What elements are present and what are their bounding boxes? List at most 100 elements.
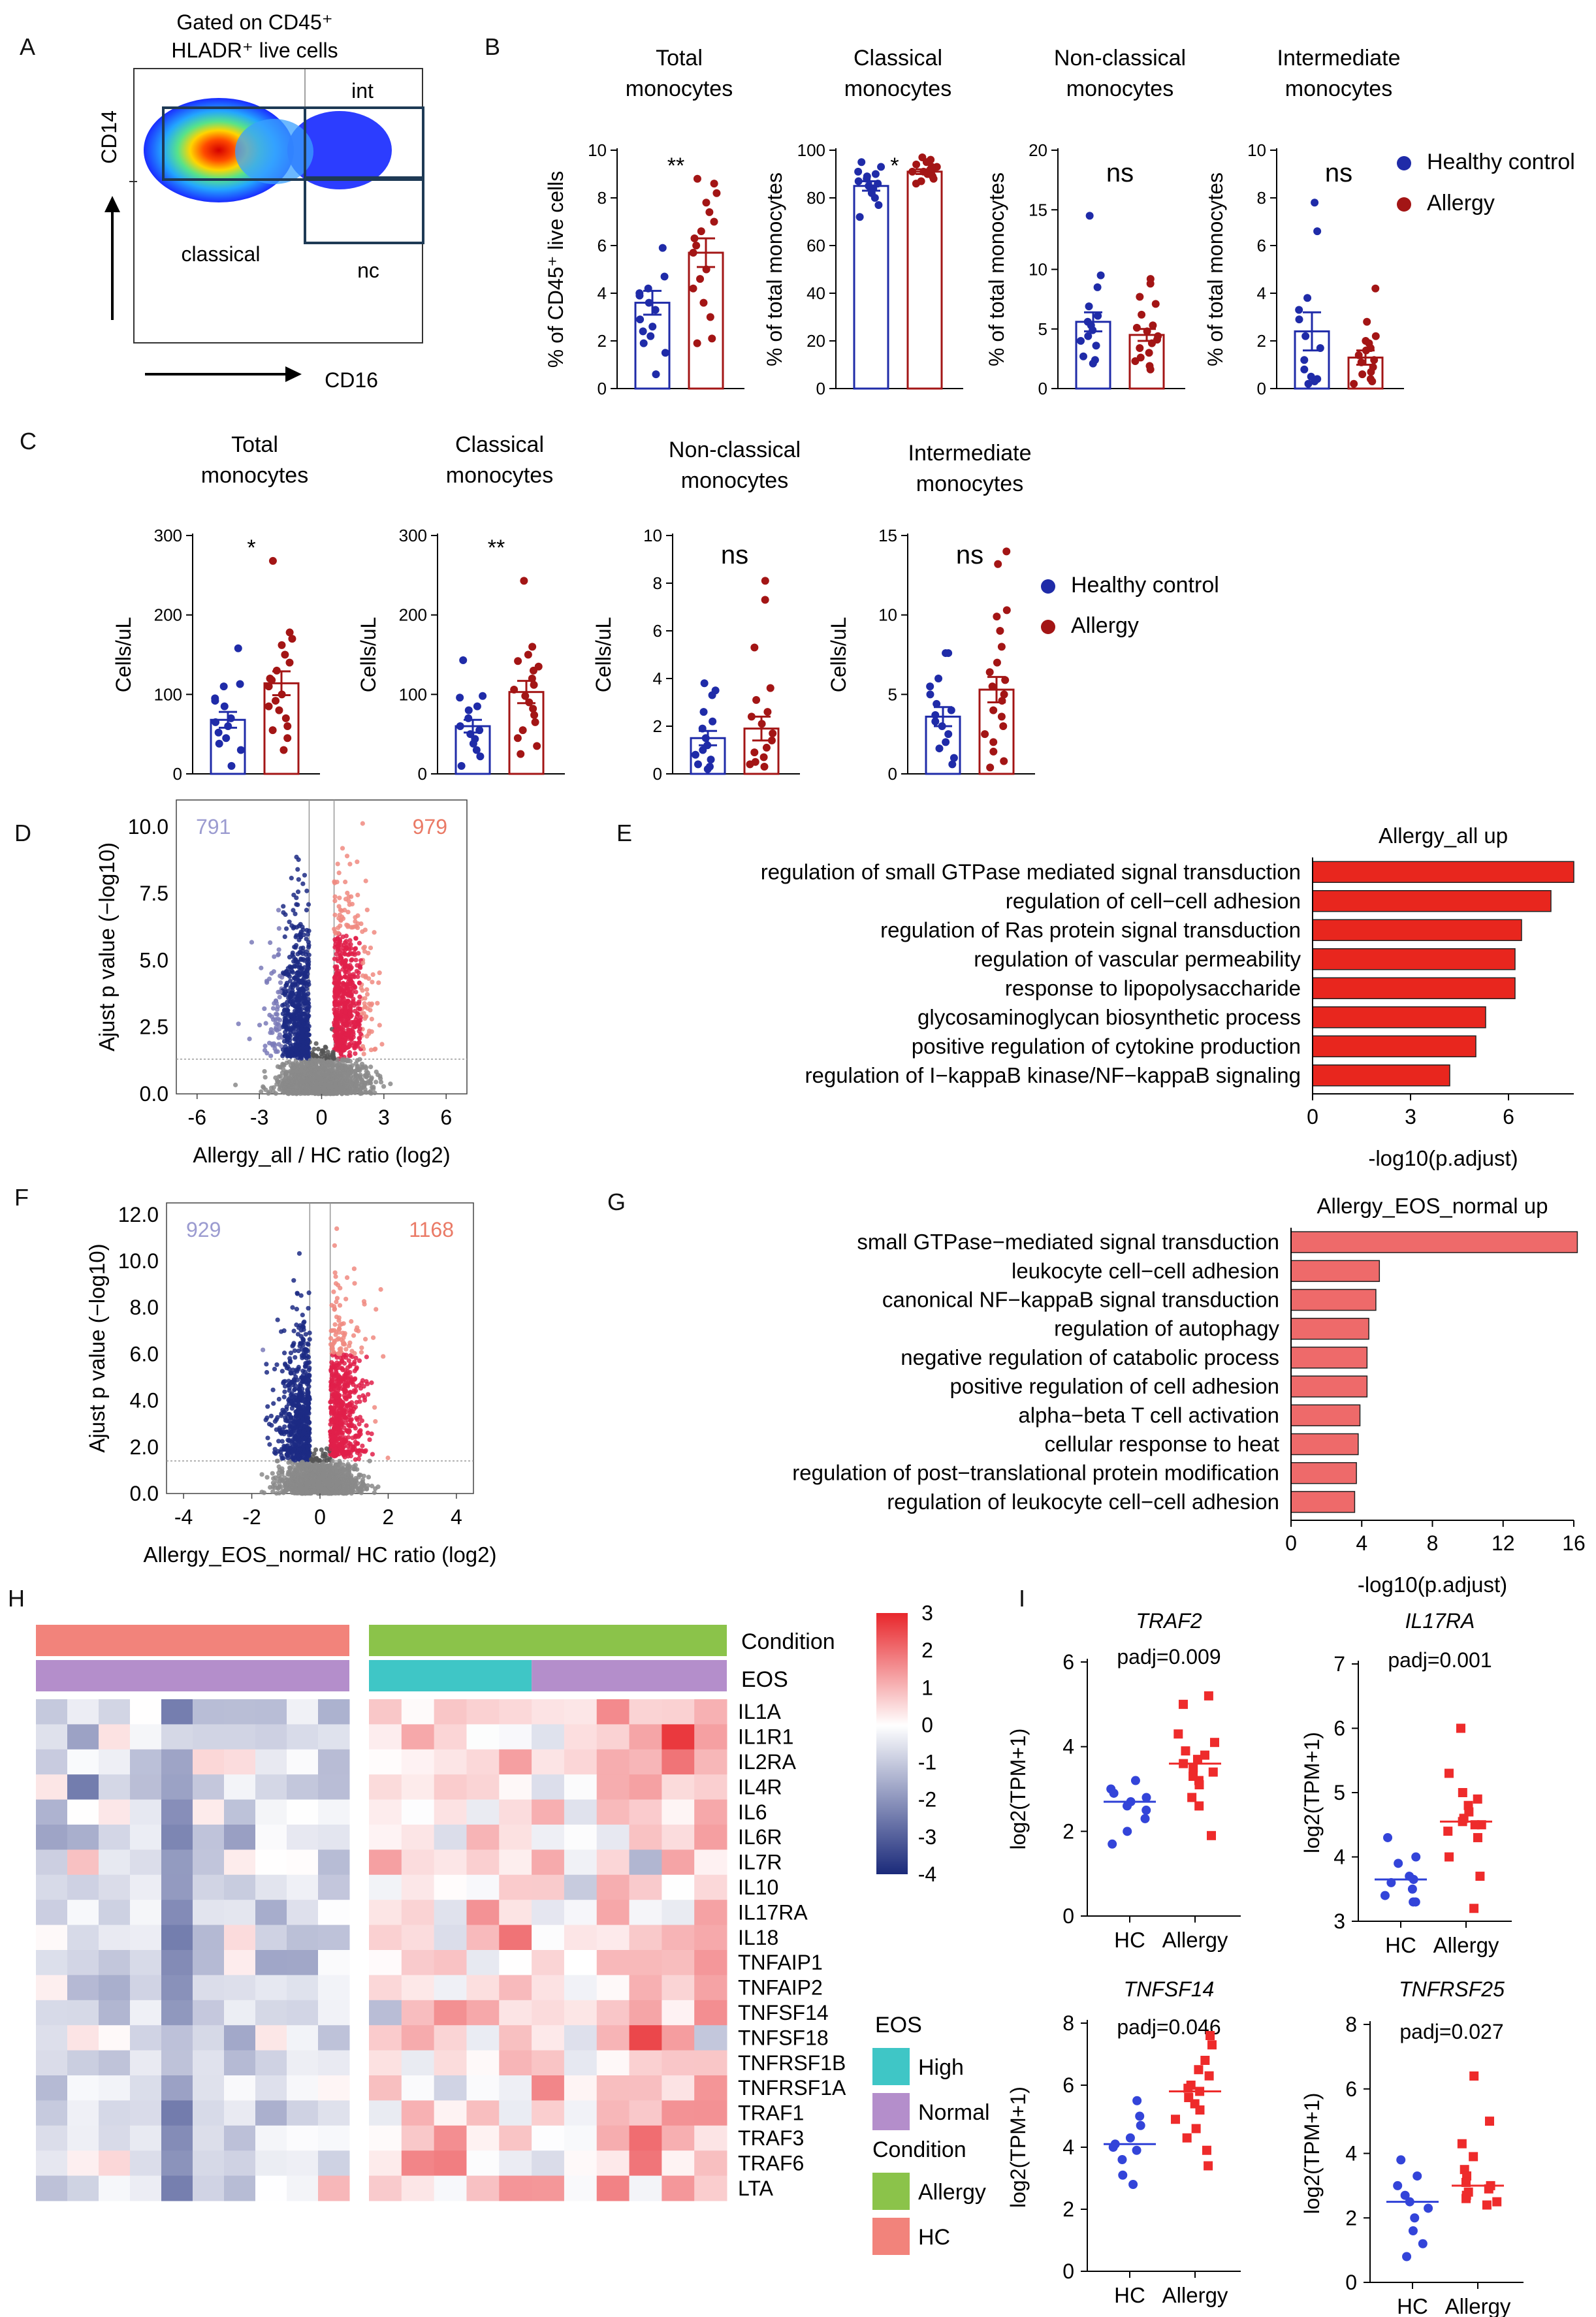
chart-title-line1: Total (656, 46, 703, 71)
legend-healthy-label: Healthy control (1427, 150, 1575, 174)
data-point (660, 272, 669, 281)
data-point (706, 313, 714, 321)
legend-healthy-dot (1041, 579, 1055, 594)
volcano-point (336, 971, 342, 976)
volcano-point (372, 1047, 377, 1052)
volcano-point (302, 1059, 308, 1064)
y-axis-label: Cells/uL (112, 617, 135, 693)
y-tick-label: 5 (1038, 319, 1047, 339)
up-regulated-count: 979 (413, 815, 447, 839)
data-point (710, 180, 718, 188)
volcano-point (347, 1390, 353, 1395)
data-point (285, 658, 294, 667)
volcano-point (364, 1014, 369, 1019)
volcano-point (367, 1437, 372, 1443)
data-point (747, 712, 756, 721)
data-point (1096, 271, 1105, 280)
volcano-point (283, 1017, 289, 1023)
volcano-point (293, 1026, 298, 1032)
y-tick-label: 8 (598, 188, 607, 208)
volcano-point (289, 1086, 294, 1091)
chart-title-line2: monocytes (1285, 76, 1392, 101)
data-point (528, 675, 536, 682)
data-point (854, 167, 863, 176)
volcano-point (355, 974, 360, 980)
volcano-point (266, 1091, 271, 1096)
data-point (912, 180, 920, 188)
data-point (1002, 547, 1011, 556)
data-point (692, 242, 701, 249)
volcano-point (333, 1011, 338, 1016)
volcano-point (304, 907, 310, 913)
gate-int-box (304, 106, 424, 181)
volcano-point (264, 980, 270, 985)
data-point (703, 765, 712, 773)
volcano-point (342, 1039, 347, 1044)
volcano-point (360, 929, 365, 935)
volcano-point (304, 949, 310, 954)
data-point (692, 750, 700, 759)
volcano-point (379, 1042, 385, 1047)
gate-nc-label: nc (357, 259, 379, 282)
data-point (935, 744, 944, 753)
volcano-point (278, 980, 283, 985)
volcano-point (331, 1289, 336, 1294)
data-point (1145, 349, 1153, 357)
legend-allergy-dot (1397, 197, 1411, 212)
chart-title-line1: Classical (455, 432, 544, 457)
data-point (689, 248, 697, 257)
y-tick-label: 8 (653, 573, 662, 593)
data-point (761, 596, 769, 604)
volcano-point (283, 1029, 288, 1035)
volcano-point (295, 867, 300, 872)
data-point (1311, 377, 1319, 386)
volcano-point (275, 1016, 281, 1021)
volcano-point (360, 1079, 365, 1084)
volcano-point (302, 1011, 307, 1016)
y-tick-label: 15 (878, 526, 897, 545)
volcano-point (321, 1050, 326, 1055)
data-point (871, 170, 880, 178)
volcano-point (317, 1081, 323, 1086)
volcano-point (297, 1008, 303, 1014)
data-point (944, 649, 953, 658)
volcano-point (345, 952, 351, 957)
volcano-point (286, 995, 291, 1000)
y-tick-label: 6 (653, 621, 662, 641)
volcano-point (361, 1473, 366, 1478)
volcano-point (327, 1068, 332, 1073)
y-tick-label: 4 (1257, 283, 1266, 303)
volcano-point (271, 1401, 276, 1406)
y-tick-label: 2 (598, 331, 607, 351)
volcano-point (306, 1050, 311, 1055)
y-axis-label: Ajust p value (−log10) (95, 842, 119, 1051)
significance-label: ** (667, 153, 684, 178)
volcano-point (268, 1027, 274, 1032)
data-point (1138, 310, 1146, 319)
legend-c: Healthy control Allergy (1041, 573, 1219, 638)
data-point (459, 656, 468, 665)
y-tick-label: 40 (806, 283, 825, 303)
volcano-point (334, 989, 339, 994)
y-tick-label: 5.0 (140, 948, 168, 972)
volcano-point (352, 1281, 357, 1286)
data-point (1304, 379, 1313, 388)
volcano-point (303, 1086, 308, 1091)
volcano-point (311, 1072, 317, 1077)
data-point (1367, 368, 1375, 376)
volcano-point (259, 1089, 264, 1095)
legend-allergy-dot (1041, 620, 1055, 634)
volcano-point (357, 1036, 362, 1041)
volcano-point (283, 989, 289, 995)
volcano-point (361, 1051, 366, 1057)
data-point (529, 705, 537, 713)
volcano-point (336, 1070, 341, 1075)
data-point (645, 298, 653, 307)
data-point (931, 717, 940, 726)
volcano-point (362, 1337, 368, 1342)
volcano-point (291, 1079, 296, 1084)
y-tick-label: 0.0 (140, 1082, 168, 1106)
volcano-point (262, 1068, 267, 1074)
data-point (997, 643, 1006, 651)
